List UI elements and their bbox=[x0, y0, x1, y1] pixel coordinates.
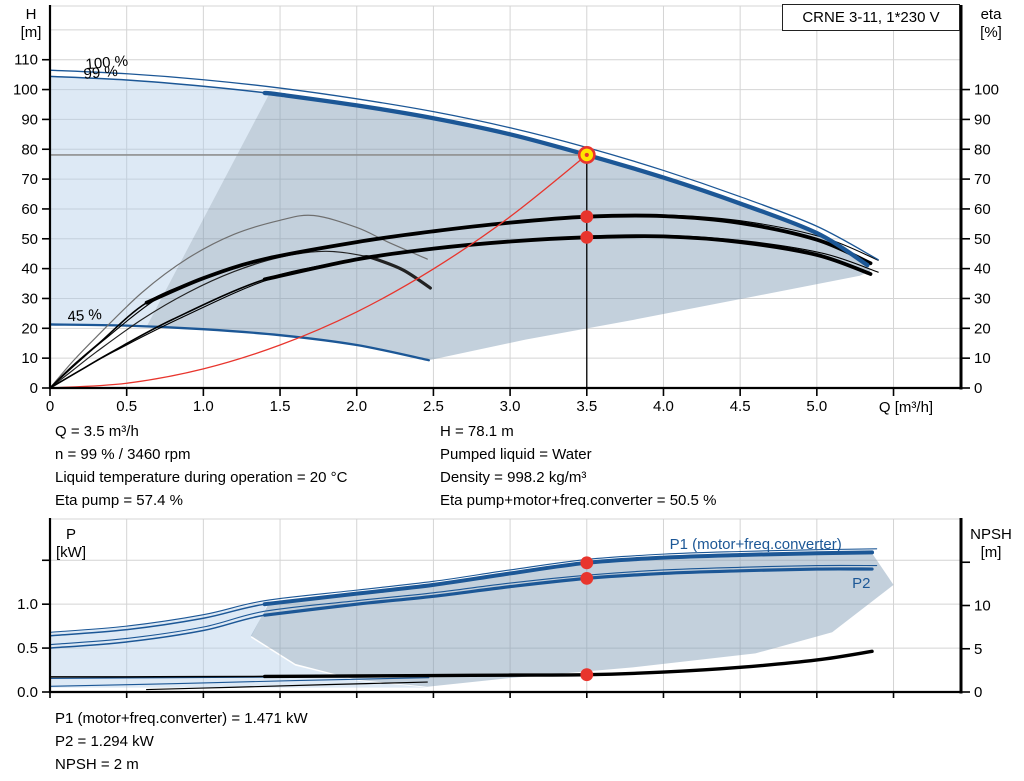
operating-envelope-dark bbox=[146, 93, 871, 361]
svg-text:10: 10 bbox=[21, 350, 38, 367]
svg-text:3.0: 3.0 bbox=[500, 398, 521, 415]
svg-text:Q [m³/h]: Q [m³/h] bbox=[879, 399, 933, 416]
speed-label-45: 45 % bbox=[67, 306, 102, 325]
svg-text:70: 70 bbox=[21, 171, 38, 188]
power-npsh-chart[interactable]: 0.0 0.5 1.0 P[kW] 0 5 10 NPSH[m] P1 (motor+freq.… bbox=[17, 518, 1012, 701]
p1-curve-label: P1 (motor+freq.converter) bbox=[670, 536, 842, 553]
eta-total-marker[interactable] bbox=[580, 230, 594, 244]
svg-text:30: 30 bbox=[974, 290, 991, 307]
svg-text:10: 10 bbox=[974, 598, 991, 615]
svg-text:5.0: 5.0 bbox=[806, 398, 827, 415]
svg-text:0: 0 bbox=[46, 398, 54, 415]
info-line-speed: n = 99 % / 3460 rpm bbox=[55, 446, 191, 463]
svg-text:20: 20 bbox=[21, 320, 38, 337]
info-line-liquid-temp: Liquid temperature during operation = 20… bbox=[55, 469, 348, 486]
svg-text:40: 40 bbox=[974, 261, 991, 278]
svg-text:20: 20 bbox=[974, 320, 991, 337]
svg-text:100: 100 bbox=[13, 82, 38, 99]
info-line-pumped-liquid: Pumped liquid = Water bbox=[440, 446, 592, 463]
power-envelope-dark bbox=[250, 553, 894, 687]
svg-text:4.5: 4.5 bbox=[730, 398, 751, 415]
svg-text:0: 0 bbox=[974, 684, 982, 701]
duty-point-marker[interactable] bbox=[577, 146, 596, 164]
svg-text:5: 5 bbox=[974, 641, 982, 658]
info-line-density: Density = 998.2 kg/m³ bbox=[440, 469, 587, 486]
p2-100pct-curve bbox=[49, 564, 878, 646]
info-line-eta-pump: Eta pump = 57.4 % bbox=[55, 492, 183, 509]
svg-text:[m]: [m] bbox=[21, 24, 42, 41]
svg-text:50: 50 bbox=[21, 231, 38, 248]
svg-text:eta: eta bbox=[981, 6, 1003, 23]
info-line-p2: P2 = 1.294 kW bbox=[55, 733, 154, 750]
svg-text:0: 0 bbox=[30, 380, 38, 397]
info-line-p1: P1 (motor+freq.converter) = 1.471 kW bbox=[55, 710, 308, 727]
eta-pump-45pct-curve bbox=[49, 214, 428, 389]
eta-pump-99pct-curve-bold bbox=[144, 213, 873, 305]
svg-text:1.0: 1.0 bbox=[193, 398, 214, 415]
svg-text:[m]: [m] bbox=[981, 544, 1002, 561]
speed-label-100: 100 % bbox=[85, 53, 129, 74]
svg-text:4.0: 4.0 bbox=[653, 398, 674, 415]
svg-text:NPSH: NPSH bbox=[970, 526, 1012, 543]
svg-text:[%]: [%] bbox=[980, 24, 1002, 41]
svg-text:50: 50 bbox=[974, 231, 991, 248]
head-efficiency-chart[interactable]: 0 0.5 1.0 1.5 2.0 2.5 3.0 3.5 4.0 4.5 5.0 Q [m³/h] 0… bbox=[13, 5, 1002, 416]
svg-text:2.5: 2.5 bbox=[423, 398, 444, 415]
svg-text:80: 80 bbox=[21, 141, 38, 158]
system-curve-curve bbox=[49, 154, 588, 389]
info-line-eta-total: Eta pump+motor+freq.converter = 50.5 % bbox=[440, 492, 717, 509]
svg-text:0: 0 bbox=[974, 380, 982, 397]
svg-text:0.0: 0.0 bbox=[17, 684, 38, 701]
p1-duty-marker[interactable] bbox=[580, 556, 594, 570]
duty-info-left-column: Q = 3.5 m³/h n = 99 % / 3460 rpm Liquid … bbox=[55, 420, 347, 512]
svg-text:2.0: 2.0 bbox=[346, 398, 367, 415]
pump-title: CRNE 3-11, 1*230 V bbox=[802, 9, 940, 26]
svg-text:70: 70 bbox=[974, 171, 991, 188]
p2-duty-marker[interactable] bbox=[580, 571, 594, 585]
power-envelope-light bbox=[50, 600, 428, 688]
svg-text:[kW]: [kW] bbox=[56, 544, 86, 561]
svg-text:60: 60 bbox=[974, 201, 991, 218]
pump-title-box: CRNE 3-11, 1*230 V bbox=[782, 4, 960, 31]
head-99pct-curve-bold bbox=[262, 90, 870, 268]
info-line-flow: Q = 3.5 m³/h bbox=[55, 423, 139, 440]
eta-pump-marker[interactable] bbox=[580, 210, 594, 224]
npsh-45pct-curve bbox=[146, 681, 428, 691]
svg-text:90: 90 bbox=[974, 111, 991, 128]
duty-info-right-column: H = 78.1 m Pumped liquid = Water Density… bbox=[440, 420, 716, 512]
operating-envelope-light bbox=[50, 76, 270, 327]
svg-text:1.0: 1.0 bbox=[17, 596, 38, 613]
speed-label-99: 99 % bbox=[83, 63, 119, 83]
svg-text:0.5: 0.5 bbox=[116, 398, 137, 415]
svg-text:H: H bbox=[26, 6, 37, 23]
svg-text:P: P bbox=[66, 526, 76, 543]
svg-text:80: 80 bbox=[974, 141, 991, 158]
npsh-duty-marker[interactable] bbox=[580, 668, 594, 682]
svg-text:40: 40 bbox=[21, 261, 38, 278]
p1-100pct-curve bbox=[49, 548, 878, 633]
p2-45pct-curve bbox=[49, 677, 430, 687]
axes: 0.0 0.5 1.0 P[kW] 0 5 10 NPSH[m] bbox=[17, 518, 1012, 701]
svg-text:3.5: 3.5 bbox=[576, 398, 597, 415]
head-100pct-curve bbox=[49, 69, 879, 261]
svg-text:10: 10 bbox=[974, 350, 991, 367]
info-line-head: H = 78.1 m bbox=[440, 423, 514, 440]
info-line-npsh: NPSH = 2 m bbox=[55, 756, 139, 773]
svg-text:60: 60 bbox=[21, 201, 38, 218]
p2-curve-label: P2 bbox=[852, 575, 870, 592]
svg-text:110: 110 bbox=[14, 52, 38, 69]
svg-text:0.5: 0.5 bbox=[17, 640, 38, 657]
svg-text:90: 90 bbox=[21, 111, 38, 128]
svg-text:1.5: 1.5 bbox=[270, 398, 291, 415]
power-info-column: P1 (motor+freq.converter) = 1.471 kW P2 … bbox=[55, 707, 308, 776]
axes: 0 0.5 1.0 1.5 2.0 2.5 3.0 3.5 4.0 4.5 5.0 Q [m³/h] 0… bbox=[13, 5, 1002, 416]
svg-text:100: 100 bbox=[974, 82, 999, 99]
svg-text:30: 30 bbox=[21, 290, 38, 307]
